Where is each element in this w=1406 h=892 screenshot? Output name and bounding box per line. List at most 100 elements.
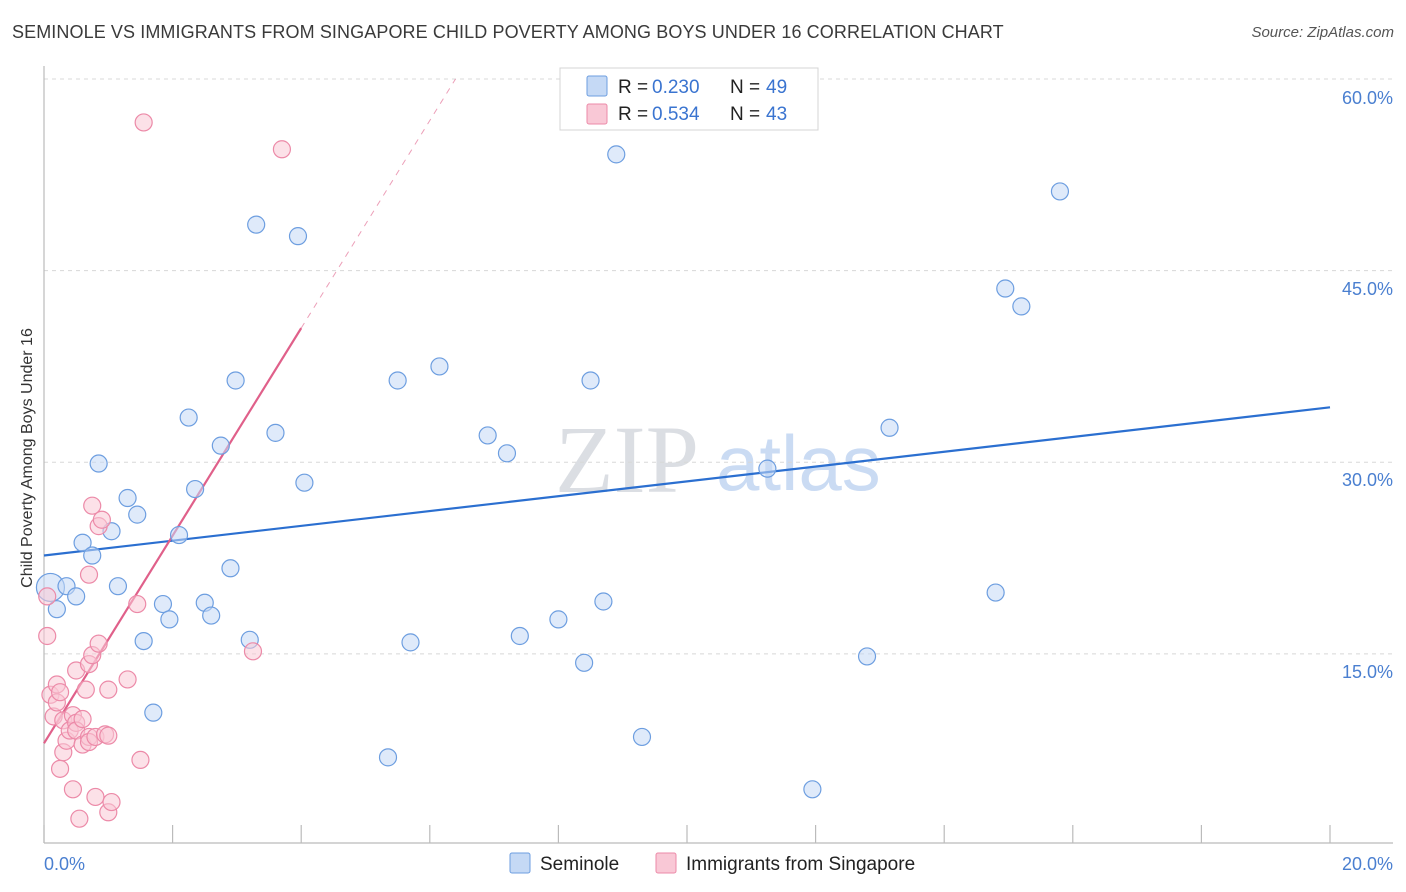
seminole-point-3	[67, 587, 86, 606]
source-note: Source: ZipAtlas.com	[1251, 24, 1394, 41]
seminole-point-13	[153, 594, 173, 614]
seminole-point-33	[497, 444, 517, 463]
seminole-point-14	[160, 610, 179, 629]
watermark-zip: ZIP	[555, 406, 699, 513]
x-tick-label-20: 20.0%	[1342, 854, 1393, 874]
seminole-point-5	[83, 546, 102, 565]
series-legend: Seminole Immigrants from Singapore	[509, 852, 915, 875]
singapore-point-1	[38, 626, 57, 646]
singapore-point-41	[243, 642, 263, 661]
legend-swatch-blue	[586, 75, 608, 97]
gridlines	[44, 78, 1393, 655]
singapore-point-18	[73, 709, 92, 729]
seminole-point-27	[295, 473, 314, 492]
singapore-point-40	[134, 113, 153, 132]
singapore-point-30	[89, 634, 108, 653]
singapore-point-34	[99, 726, 118, 745]
chart-title: SEMINOLE VS IMMIGRANTS FROM SINGAPORE CH…	[12, 22, 1004, 42]
seminole-point-32	[478, 426, 497, 445]
seminole-point-45	[986, 583, 1005, 602]
seminole-point-15	[169, 525, 189, 545]
stats-legend: R = 0.230 N = 49 R = 0.534 N = 43	[559, 67, 819, 131]
singapore-point-6	[50, 759, 70, 778]
seminole-point-41	[758, 459, 777, 478]
seminole-point-36	[575, 653, 594, 672]
seminole-point-6	[89, 454, 108, 473]
seminole-point-25	[266, 423, 285, 442]
legend-r-label-singapore: R =	[618, 104, 653, 125]
bottom-legend-label-seminole: Seminole	[540, 854, 619, 875]
legend-n-label-seminole: N =	[730, 77, 765, 98]
seminole-point-44	[880, 418, 899, 437]
seminole-point-16	[179, 408, 198, 427]
singapore-point-26	[83, 496, 102, 515]
y-tick-label-15: 15.0%	[1342, 662, 1393, 682]
y-tick-label-30: 30.0%	[1342, 470, 1393, 490]
singapore-point-36	[102, 792, 121, 812]
singapore-point-31	[92, 510, 111, 529]
seminole-point-39	[607, 145, 626, 164]
legend-r-value-seminole: 0.230	[652, 77, 700, 98]
seminole-point-48	[1050, 182, 1070, 201]
data-points	[35, 113, 1070, 828]
seminole-point-34	[510, 626, 529, 646]
seminole-point-21	[221, 559, 240, 578]
seminole-point-28	[388, 371, 407, 390]
singapore-point-7	[50, 683, 70, 702]
y-axis-label: Child Poverty Among Boys Under 16	[19, 328, 36, 588]
seminole-point-35	[549, 610, 568, 629]
trendline-0	[43, 406, 1331, 557]
legend-n-label-singapore: N =	[730, 104, 765, 125]
singapore-point-42	[272, 140, 292, 159]
seminole-point-8	[108, 577, 128, 596]
bottom-legend-label-singapore: Immigrants from Singapore	[686, 854, 915, 875]
bottom-legend-swatch-seminole	[509, 852, 531, 874]
singapore-point-20	[76, 680, 95, 699]
seminole-point-22	[226, 371, 245, 390]
seminole-point-30	[401, 633, 420, 652]
legend-n-value-seminole: 49	[766, 77, 787, 98]
seminole-point-40	[632, 727, 652, 747]
y-tick-label-45: 45.0%	[1342, 279, 1393, 299]
seminole-point-20	[211, 436, 230, 455]
legend-n-value-singapore: 43	[766, 104, 787, 125]
seminole-point-47	[1012, 297, 1031, 316]
legend-r-label-seminole: R =	[618, 77, 653, 98]
seminole-point-26	[288, 227, 308, 246]
singapore-point-37	[118, 670, 137, 689]
trendline-extension-1	[300, 78, 456, 329]
singapore-point-0	[38, 587, 57, 606]
y-tick-labels: 60.0% 45.0% 30.0% 15.0%	[1342, 88, 1393, 682]
seminole-point-24	[247, 215, 266, 234]
seminole-point-17	[186, 479, 205, 499]
seminole-point-1	[47, 600, 66, 619]
singapore-point-33	[99, 680, 118, 699]
seminole-point-31	[430, 357, 449, 376]
singapore-point-27	[86, 787, 105, 807]
seminole-point-9	[118, 488, 137, 508]
x-tick-label-0: 0.0%	[44, 854, 85, 874]
seminole-point-12	[144, 703, 163, 722]
singapore-point-13	[63, 780, 83, 799]
seminole-point-46	[996, 279, 1015, 298]
seminole-point-4	[73, 533, 92, 552]
bottom-legend-swatch-singapore	[655, 852, 677, 874]
seminole-point-37	[581, 371, 600, 390]
seminole-point-10	[128, 505, 147, 524]
legend-r-value-singapore: 0.534	[652, 104, 700, 125]
singapore-point-38	[128, 594, 147, 614]
seminole-point-42	[803, 780, 822, 799]
watermark: ZIP atlas	[555, 406, 881, 513]
seminole-point-29	[378, 748, 398, 767]
legend-swatch-pink	[586, 103, 608, 125]
axes	[43, 66, 1393, 844]
singapore-point-39	[131, 750, 150, 770]
y-tick-label-60: 60.0%	[1342, 88, 1393, 108]
seminole-point-19	[202, 606, 221, 625]
seminole-point-38	[594, 592, 613, 611]
seminole-point-11	[134, 631, 153, 651]
seminole-point-43	[857, 647, 877, 666]
singapore-point-17	[70, 809, 89, 828]
singapore-point-22	[79, 565, 99, 584]
